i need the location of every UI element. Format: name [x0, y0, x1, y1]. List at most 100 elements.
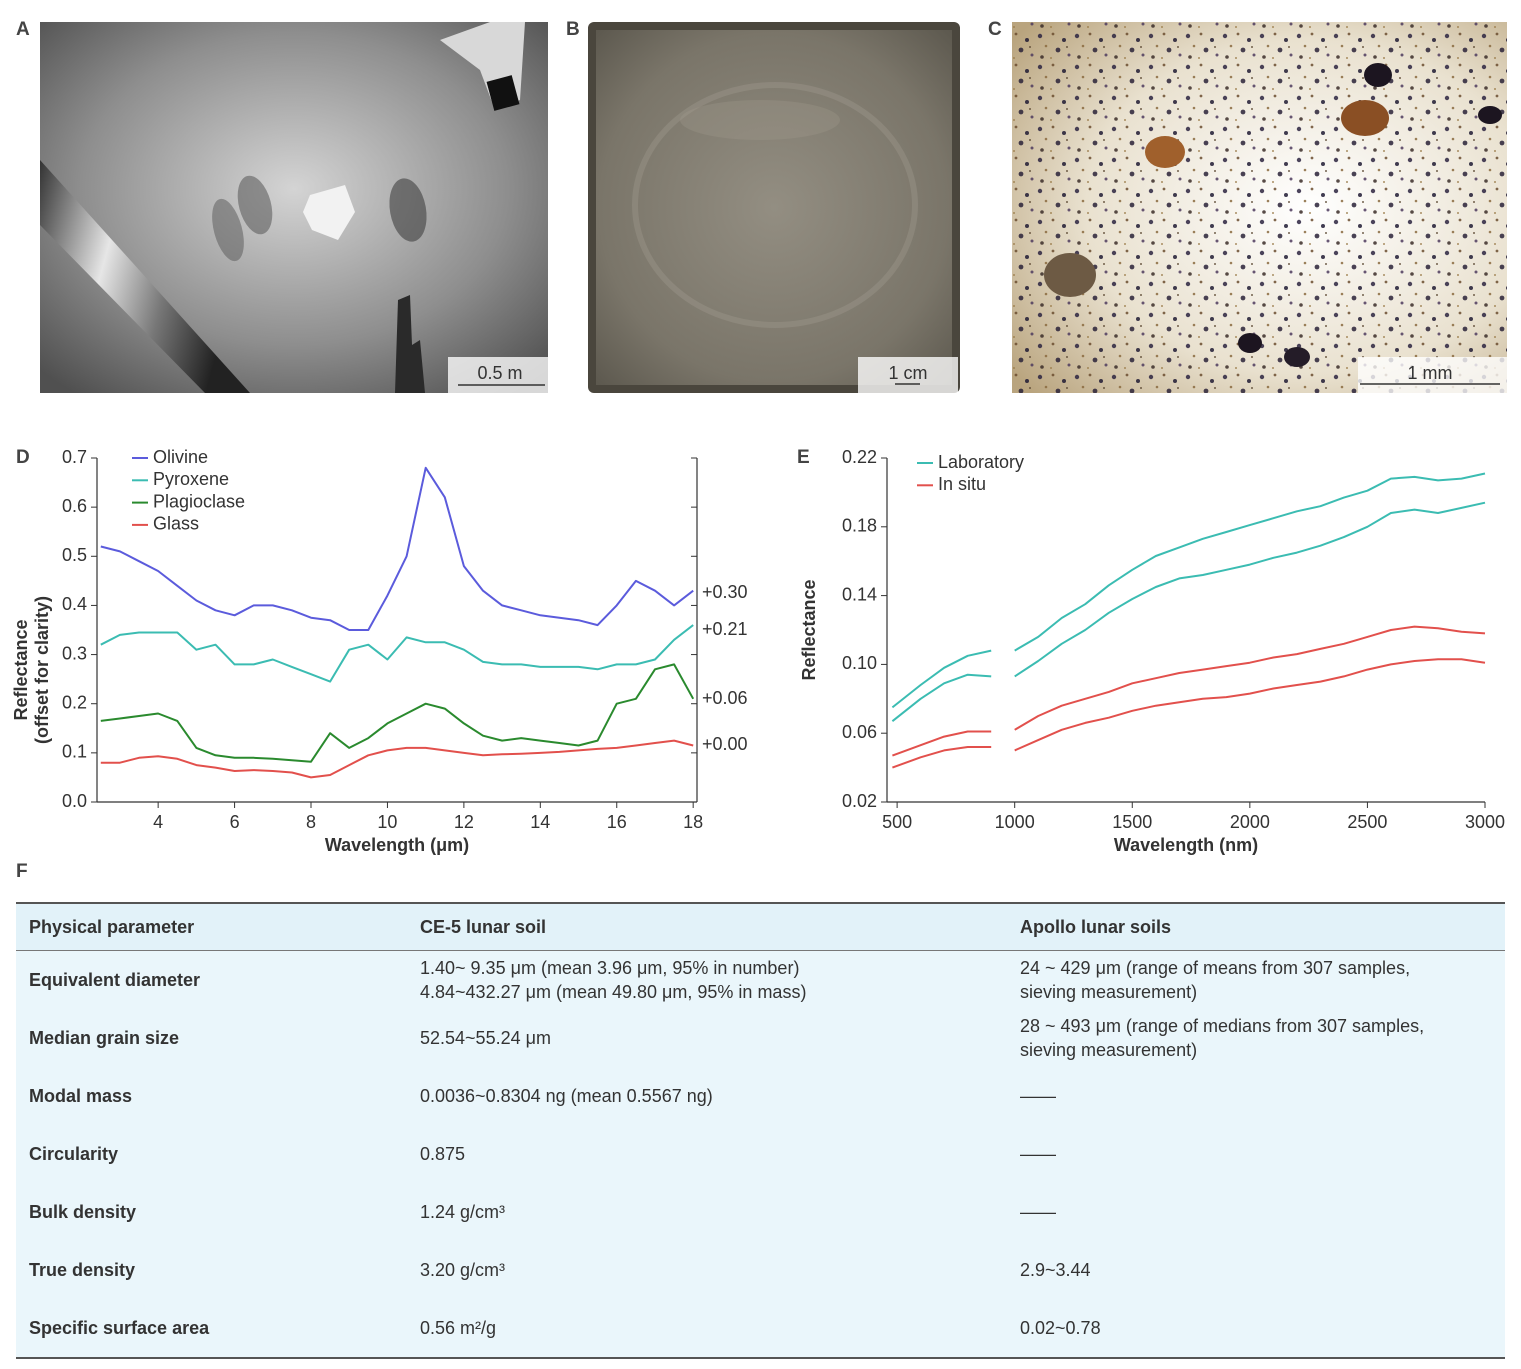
cell-text: ——: [1020, 1144, 1056, 1164]
header-row: Physical parameter CE-5 lunar soil Apollo …: [16, 902, 1505, 951]
table-body: Equivalent diameter 1.40~ 9.35 μm (mean 3…: [16, 951, 1505, 1359]
cell-line: 4.84~432.27 μm (mean 49.80 μm, 95% in ma…: [420, 982, 807, 1002]
legend-label: Plagioclase: [153, 491, 245, 511]
y-tick-label: 0.02: [842, 791, 877, 811]
y-axis-label: (offset for clarity): [32, 596, 52, 744]
table-cell: 1.24 g/cm³: [407, 1183, 1007, 1241]
table-cell: 0.02~0.78: [1007, 1299, 1505, 1359]
y-tick-label: 0.7: [62, 447, 87, 467]
cell-text: Specific surface area: [29, 1318, 210, 1338]
y-axis-label: Reflectance: [799, 579, 819, 680]
cell-text: 3.20 g/cm³: [420, 1260, 506, 1280]
data-line: [891, 501, 1486, 722]
x-tick-label: 16: [607, 812, 627, 832]
header-cell: Apollo lunar soils: [1007, 902, 1505, 951]
cell-text: Modal mass: [29, 1086, 133, 1106]
cell-line: sieving measurement): [1020, 982, 1198, 1002]
x-tick-label: 2000: [1230, 812, 1270, 832]
scale-bar-label: 0.5 m: [477, 363, 522, 383]
photo-a: [40, 22, 548, 393]
table-cell: 1.40~ 9.35 μm (mean 3.96 μm, 95% in numb…: [407, 951, 1007, 1010]
table-cell: 2.9~3.44: [1007, 1241, 1505, 1299]
x-axis-label: Wavelength (nm): [1114, 835, 1258, 855]
data-line: [891, 472, 1486, 709]
x-tick-label: 18: [683, 812, 703, 832]
table-cell: ——: [1007, 1125, 1505, 1183]
cell-text: 52.54~55.24 μm: [420, 1028, 551, 1048]
cell-text: 0.56 m²/g: [420, 1318, 497, 1338]
scale-bar-box: [858, 357, 958, 393]
table-row: Modal mass 0.0036~0.8304 ng (mean 0.5567 …: [16, 1067, 1505, 1125]
table-cell: ——: [1007, 1183, 1505, 1241]
y-tick-label: 0.22: [842, 447, 877, 467]
legend-label: Laboratory: [938, 452, 1024, 472]
table-container: Physical parameter CE-5 lunar soil Apollo …: [16, 902, 1505, 1359]
table-cell: Equivalent diameter: [16, 951, 407, 1010]
figure-graphics: 0.5 m 1 cm 1 mm A B C D E F 0.0 0.1 0.2 0.3…: [11, 19, 1507, 882]
table-cell: Circularity: [16, 1125, 407, 1183]
offset-label: +0.21: [702, 619, 748, 639]
data-line: [100, 663, 695, 763]
x-tick-label: 14: [530, 812, 550, 832]
table-row: Specific surface area 0.56 m²/g 0.02~0.78: [16, 1299, 1505, 1359]
panel-label: A: [16, 19, 30, 40]
cell-text: Median grain size: [29, 1028, 180, 1048]
cell-text: 0.875: [420, 1144, 466, 1164]
table-cell: 0.56 m²/g: [407, 1299, 1007, 1359]
table-row: True density 3.20 g/cm³ 2.9~3.44: [16, 1241, 1505, 1299]
header-cell: Physical parameter: [16, 902, 407, 951]
cell-text: True density: [29, 1260, 136, 1280]
y-tick-label: 0.5: [62, 545, 87, 565]
data-line: [892, 625, 1486, 757]
cell-text: Circularity: [29, 1144, 119, 1164]
y-axis-label: Reflectance: [11, 619, 31, 720]
y-tick-label: 0.10: [842, 653, 877, 673]
y-tick-label: 0.3: [62, 643, 87, 663]
x-tick-label: 12: [454, 812, 474, 832]
x-tick-label: 6: [230, 812, 240, 832]
y-tick-label: 0.18: [842, 516, 877, 536]
table-cell: 0.0036~0.8304 ng (mean 0.5567 ng): [407, 1067, 1007, 1125]
x-tick-label: 8: [306, 812, 316, 832]
cell-text: ——: [1020, 1202, 1056, 1222]
cell-text: Bulk density: [29, 1202, 137, 1222]
header-cell: CE-5 lunar soil: [407, 902, 1007, 951]
table-cell: True density: [16, 1241, 407, 1299]
table-cell: 28 ~ 493 μm (range of medians from 307 s…: [1007, 1009, 1505, 1067]
data-line: [100, 739, 694, 779]
panel-label: C: [988, 19, 1002, 40]
data-line: [100, 466, 694, 631]
scale-bar-label: 1 cm: [888, 363, 927, 383]
cell-line: sieving measurement): [1020, 1040, 1198, 1060]
offset-label: +0.30: [702, 582, 748, 602]
table-cell: Specific surface area: [16, 1299, 407, 1359]
panel-label: D: [16, 447, 30, 468]
offset-label: +0.00: [702, 734, 748, 754]
data-line: [100, 624, 694, 683]
table-row: Circularity 0.875 ——: [16, 1125, 1505, 1183]
table-head: Physical parameter CE-5 lunar soil Apollo …: [16, 902, 1505, 951]
y-tick-label: 0.1: [62, 742, 87, 762]
x-tick-label: 1000: [995, 812, 1035, 832]
data-table: Physical parameter CE-5 lunar soil Apollo …: [16, 902, 1505, 1359]
y-tick-label: 0.0: [62, 791, 87, 811]
cell-line: 28 ~ 493 μm (range of medians from 307 s…: [1020, 1016, 1425, 1036]
y-tick-label: 0.4: [62, 594, 87, 614]
cell-text: ——: [1020, 1086, 1056, 1106]
legend-label: Olivine: [153, 447, 208, 467]
table-row: Equivalent diameter 1.40~ 9.35 μm (mean 3…: [16, 951, 1505, 1010]
table-cell: Modal mass: [16, 1067, 407, 1125]
y-tick-label: 0.6: [62, 496, 87, 516]
panel-label: E: [797, 447, 810, 468]
panel-label: F: [16, 861, 28, 882]
cell-line: 24 ~ 429 μm (range of means from 307 sam…: [1020, 958, 1411, 978]
table-row: Bulk density 1.24 g/cm³ ——: [16, 1183, 1505, 1241]
x-axis-label: Wavelength (μm): [325, 835, 469, 855]
table-cell: ——: [1007, 1067, 1505, 1125]
scale-bar-box: [448, 357, 548, 393]
scale-bar-box: [1358, 357, 1507, 393]
photo-b: [588, 22, 960, 393]
x-tick-label: 10: [377, 812, 397, 832]
data-line: [892, 658, 1486, 769]
